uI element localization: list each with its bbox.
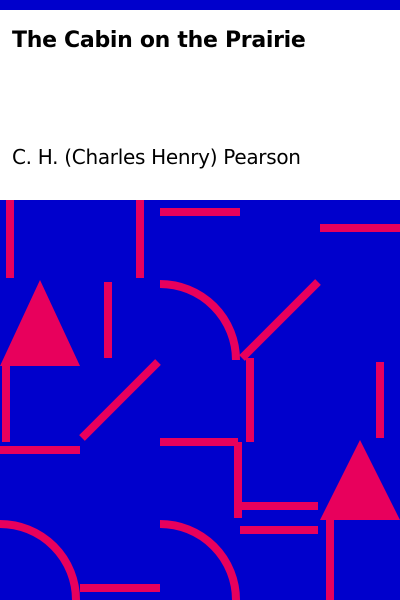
pattern-arc (0, 520, 80, 600)
pattern-arc (159, 280, 240, 361)
pattern-line (79, 359, 161, 441)
pattern-triangle (320, 440, 400, 520)
pattern-line (239, 279, 321, 361)
top-color-bar (0, 0, 400, 10)
pattern-triangle (0, 280, 80, 366)
pattern-shapes (0, 200, 400, 600)
cover-pattern-art (0, 200, 400, 600)
pattern-arc (159, 520, 240, 600)
book-author: C. H. (Charles Henry) Pearson (12, 145, 301, 169)
book-title: The Cabin on the Prairie (12, 28, 306, 53)
pattern-background (0, 200, 400, 600)
pattern-triangles (0, 280, 400, 520)
